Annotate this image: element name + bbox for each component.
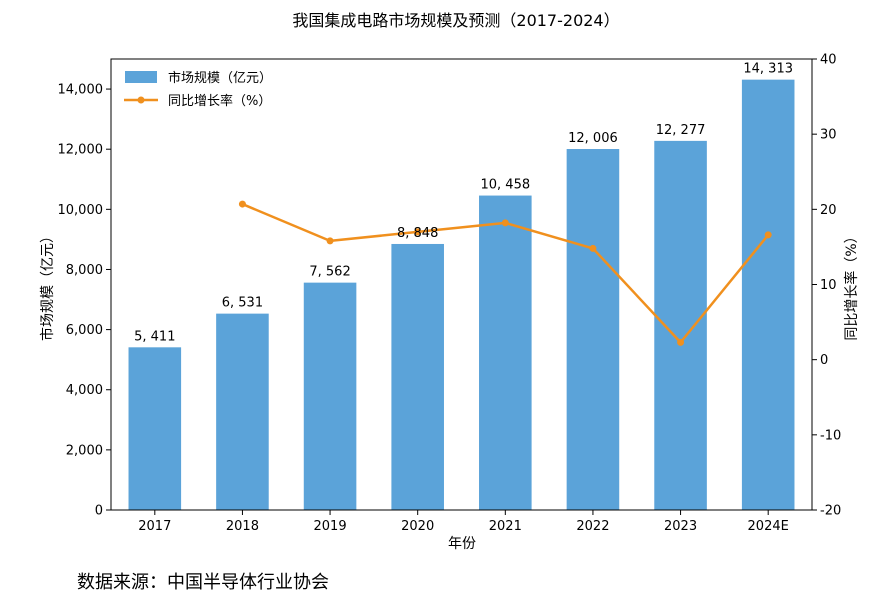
y2-tick-label: -10 <box>820 428 841 443</box>
legend-line-marker <box>137 96 145 104</box>
bar-value-label: 6, 531 <box>222 296 263 311</box>
legend-bar-swatch <box>125 71 157 83</box>
bar-2022 <box>566 149 620 511</box>
y-tick-label: 0 <box>95 504 103 519</box>
x-tick-label: 2024E <box>748 519 789 534</box>
bar-2023 <box>654 140 707 511</box>
bar-2017 <box>128 347 182 510</box>
x-tick-label: 2020 <box>401 519 434 534</box>
y-tick-label: 4,000 <box>66 383 103 398</box>
bar-value-label: 5, 411 <box>134 329 175 344</box>
y2-tick-label: 20 <box>820 203 837 218</box>
bar-2020 <box>391 243 444 510</box>
bar-2024E <box>741 79 795 511</box>
bar-value-label: 7, 562 <box>309 265 350 280</box>
y-tick-label: 12,000 <box>58 143 104 158</box>
bar-value-label: 8, 848 <box>397 226 438 241</box>
bar-value-label: 10, 458 <box>481 178 531 193</box>
growth-point-2022 <box>589 244 597 252</box>
growth-point-2024E <box>764 231 772 239</box>
x-tick-label: 2017 <box>138 519 171 534</box>
bar-2021 <box>479 195 532 510</box>
growth-point-2021 <box>501 219 509 227</box>
y-axis-label: 市场规模（亿元） <box>39 229 56 341</box>
growth-point-2018 <box>238 200 246 208</box>
y-tick-label: 6,000 <box>66 323 103 338</box>
y2-tick-label: 40 <box>820 53 837 68</box>
chart-title: 我国集成电路市场规模及预测（2017-2024） <box>292 11 619 30</box>
bar-value-label: 12, 006 <box>568 131 618 146</box>
y-tick-label: 10,000 <box>58 203 104 218</box>
bar-value-label: 12, 277 <box>656 123 706 138</box>
y-tick-label: 14,000 <box>58 83 104 98</box>
bar-value-label: 14, 313 <box>743 62 793 77</box>
y2-axis-label: 同比增长率（%） <box>843 229 860 340</box>
x-axis-label: 年份 <box>448 536 476 552</box>
x-tick-label: 2021 <box>489 519 522 534</box>
legend-label-growth-rate: 同比增长率（%） <box>168 93 271 109</box>
growth-point-2023 <box>677 338 685 346</box>
growth-point-2019 <box>326 237 334 245</box>
growth-point-2020 <box>414 228 422 236</box>
legend-label-market-size: 市场规模（亿元） <box>168 70 272 86</box>
y2-tick-label: 0 <box>820 353 828 368</box>
y2-tick-label: -20 <box>820 504 841 519</box>
bar-2019 <box>303 282 357 510</box>
x-tick-label: 2019 <box>314 519 347 534</box>
data-source-note: 数据来源：中国半导体行业协会 <box>77 572 329 593</box>
x-tick-label: 2018 <box>226 519 259 534</box>
y2-tick-label: 10 <box>820 278 837 293</box>
y-tick-label: 2,000 <box>66 443 103 458</box>
x-tick-label: 2023 <box>664 519 697 534</box>
bar-2018 <box>216 313 269 510</box>
y2-tick-label: 30 <box>820 128 837 143</box>
y-tick-label: 8,000 <box>66 263 103 278</box>
x-tick-label: 2022 <box>576 519 609 534</box>
